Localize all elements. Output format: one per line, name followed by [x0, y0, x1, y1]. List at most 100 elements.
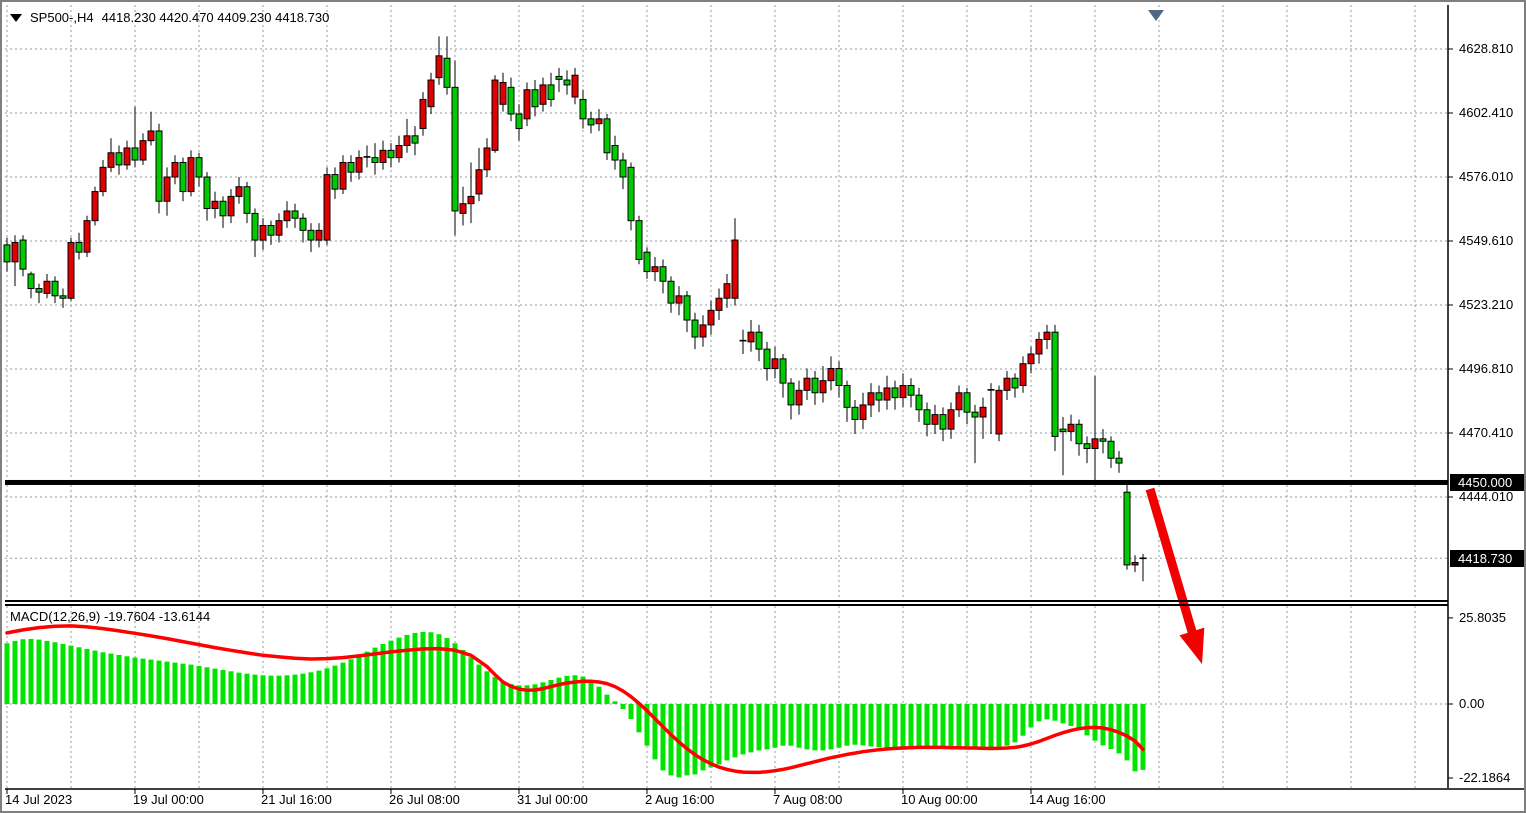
candle-body	[435, 55, 443, 79]
candle-body	[675, 295, 683, 304]
candle-body	[1059, 428, 1067, 433]
candle-body	[379, 149, 387, 163]
time-axis-label: 2 Aug 16:00	[645, 792, 715, 807]
candle-body	[715, 297, 723, 311]
panel-separator-top	[5, 600, 1448, 602]
candle-body	[587, 118, 595, 126]
candle-body	[387, 149, 395, 159]
candle-body	[571, 74, 579, 98]
macd-histogram-bar	[476, 664, 482, 704]
macd-histogram-bar	[76, 647, 82, 704]
candle-body	[1051, 331, 1059, 437]
macd-histogram-bar	[716, 704, 722, 765]
macd-histogram-bar	[604, 694, 610, 704]
candle-body	[1043, 331, 1051, 340]
macd-histogram-bar	[780, 704, 786, 746]
macd-histogram-bar	[20, 639, 26, 704]
macd-histogram-bar	[812, 704, 818, 751]
macd-histogram-bar	[420, 631, 426, 704]
macd-histogram-bar	[396, 637, 402, 704]
macd-histogram-bar	[460, 649, 466, 704]
macd-histogram-bar	[260, 675, 266, 704]
macd-histogram-bar	[900, 704, 906, 749]
candle-body	[779, 358, 787, 384]
candle-body	[11, 241, 19, 263]
macd-histogram-bar	[188, 664, 194, 704]
symbol-dropdown-icon[interactable]	[10, 13, 22, 22]
candle-body	[931, 414, 939, 425]
candle-body	[827, 368, 835, 382]
candle-body	[331, 174, 339, 190]
candle-body	[419, 98, 427, 130]
candle-body	[75, 241, 83, 253]
candle-body	[1003, 377, 1011, 391]
macd-histogram-bar	[4, 643, 10, 704]
macd-histogram-bar	[868, 704, 874, 747]
macd-histogram-bar	[580, 676, 586, 704]
macd-histogram-bar	[828, 704, 834, 750]
level-price-tag: 4450.000	[1450, 473, 1524, 491]
macd-histogram-bar	[748, 704, 754, 753]
candle-body	[1075, 423, 1083, 445]
macd-histogram-bar	[1028, 704, 1034, 728]
candle-body	[1115, 457, 1123, 464]
candle-body	[1099, 438, 1107, 442]
macd-histogram-bar	[204, 667, 210, 704]
macd-histogram-bar	[1076, 704, 1082, 731]
candle-body	[603, 118, 611, 154]
macd-histogram-bar	[1100, 704, 1106, 746]
candle-body	[819, 380, 827, 394]
macd-histogram-bar	[196, 665, 202, 704]
macd-histogram-bar	[708, 704, 714, 768]
macd-axis-label: -22.1864	[1459, 770, 1511, 786]
horizontal-level-line	[5, 479, 1448, 485]
macd-histogram-bar	[324, 668, 330, 704]
macd-histogram-bar	[132, 657, 138, 704]
candle-body	[795, 389, 803, 406]
candle-body	[635, 220, 643, 260]
macd-histogram-bar	[164, 661, 170, 704]
candle-body	[395, 145, 403, 159]
macd-histogram-bar	[988, 704, 994, 751]
candle-body	[115, 152, 123, 166]
candle-body	[339, 161, 347, 190]
macd-histogram-bar	[220, 669, 226, 704]
candle-body	[91, 191, 99, 222]
macd-histogram-bar	[300, 673, 306, 704]
macd-histogram-bar	[892, 704, 898, 749]
candle-body	[811, 377, 819, 394]
price-axis-label: 4602.410	[1459, 104, 1514, 120]
macd-histogram-bar	[268, 675, 274, 704]
candle-body	[667, 280, 675, 304]
macd-histogram-bar	[572, 675, 578, 704]
macd-histogram-bar	[340, 662, 346, 704]
macd-histogram-bar	[252, 674, 258, 704]
macd-histogram-bar	[516, 685, 522, 704]
macd-histogram-bar	[1124, 704, 1130, 761]
candle-body	[1107, 440, 1115, 459]
macd-histogram-bar	[820, 704, 826, 751]
macd-histogram-bar	[1012, 704, 1018, 743]
candle-body	[427, 79, 435, 108]
candle-body	[467, 195, 475, 205]
macd-histogram-bar	[380, 643, 386, 704]
candle-body	[651, 266, 659, 273]
candle-body	[531, 89, 539, 108]
macd-indicator-label: MACD(12,26,9) -19.7604 -13.6144	[10, 609, 211, 624]
macd-histogram-bar	[932, 704, 938, 748]
macd-histogram-bar	[28, 638, 34, 704]
candle-body	[35, 288, 43, 293]
candle-body	[227, 195, 235, 217]
macd-histogram-bar	[228, 671, 234, 704]
candle-body	[475, 169, 483, 195]
candle-body	[691, 319, 699, 338]
candle-body	[1083, 443, 1091, 450]
macd-histogram-bar	[876, 704, 882, 748]
macd-histogram-bar	[1036, 704, 1042, 722]
macd-histogram-bar	[540, 682, 546, 704]
candle-body	[459, 203, 467, 214]
candle-body	[3, 244, 11, 263]
price-axis-label: 4496.810	[1459, 360, 1514, 376]
candle-body	[43, 280, 51, 294]
